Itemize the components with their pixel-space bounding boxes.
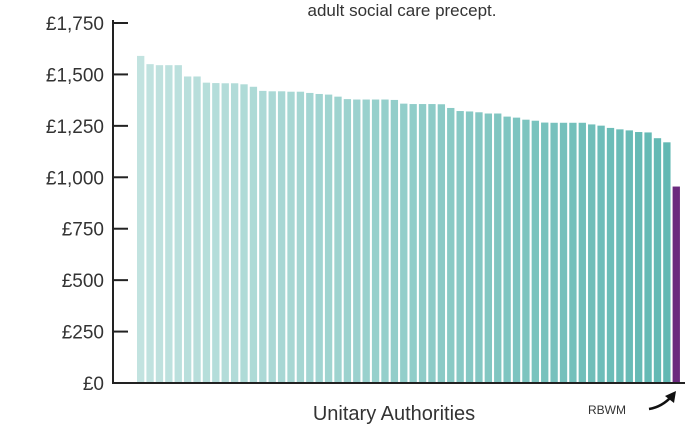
bar [616,129,624,383]
bar [569,122,577,384]
bar [287,91,295,384]
bar [193,76,201,383]
y-tick-label: £0 [83,374,104,395]
bar [578,122,586,384]
bar [475,112,483,383]
bar [447,107,455,384]
bar [418,104,427,384]
bar [531,120,539,383]
bar [212,83,220,383]
bar [437,104,446,383]
bar [381,99,389,384]
rbwm-arrowhead-icon [665,391,676,403]
y-axis: £0 £250 £500 £750 £1,000 £1,250 £1,500 £1,750 [46,14,128,395]
bar [494,113,502,383]
bar [559,122,568,384]
y-tick-label: £750 [62,220,104,241]
bar [512,117,521,383]
bar [400,103,408,383]
y-tick-label: £1,000 [46,168,104,189]
bar [456,111,464,383]
bar [334,96,342,383]
bar [137,55,145,384]
bar [428,104,436,384]
bar [155,65,164,384]
bar [277,91,286,383]
bar [550,122,558,384]
chart-title: adult social care precept. [308,1,497,20]
bar [353,99,361,384]
y-tick-label: £1,500 [46,65,104,86]
bar [653,138,662,383]
x-axis-label: Unitary Authorities [313,403,475,425]
bar [362,99,370,384]
bar [371,99,380,384]
bar [296,91,305,384]
y-tick-label: £1,250 [46,117,104,138]
bar [165,65,173,384]
bar [522,119,530,383]
bar [174,65,182,384]
bar [644,132,652,383]
bar [503,116,511,383]
bar [202,82,211,384]
bar [221,83,229,383]
bar [484,113,493,383]
bar [409,104,417,384]
bar [315,93,323,383]
bar [541,122,549,384]
bar [588,124,596,383]
bar [663,142,671,383]
bar [306,92,314,383]
bar [625,130,633,383]
y-tick-label: £1,750 [46,14,104,35]
bar-rbwm [672,186,680,383]
bar [635,132,643,383]
rbwm-annotation-label: RBWM [588,403,626,417]
bar [146,64,154,384]
y-tick-label: £500 [62,271,104,292]
bar [390,99,399,384]
y-tick-label: £250 [62,323,104,344]
bars [137,55,680,384]
bar [230,83,239,383]
bar [183,76,192,383]
bar [597,125,605,383]
bar [240,84,248,383]
bar [606,127,615,384]
bar [259,90,267,383]
bar [324,94,333,384]
bar [249,86,258,384]
bar [268,91,276,383]
bar [343,99,352,383]
bar [465,111,474,383]
